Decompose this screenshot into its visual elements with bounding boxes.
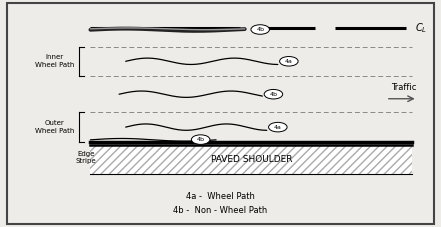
Text: 4b: 4b [197,137,205,142]
Text: Traffic: Traffic [391,83,416,92]
Text: 4b: 4b [269,92,277,97]
Circle shape [280,57,298,66]
Text: Edge
Stripe: Edge Stripe [76,151,96,164]
Circle shape [251,25,269,34]
Circle shape [264,89,283,99]
Text: 4a: 4a [285,59,293,64]
Text: Inner
Wheel Path: Inner Wheel Path [35,54,74,68]
Text: PAVED SHOULDER: PAVED SHOULDER [211,155,292,164]
Text: 4a -  Wheel Path: 4a - Wheel Path [186,192,255,201]
Text: 4b -  Non - Wheel Path: 4b - Non - Wheel Path [173,206,268,215]
Text: Outer
Wheel Path: Outer Wheel Path [35,120,74,134]
Text: 4a: 4a [274,125,282,130]
Circle shape [269,122,287,132]
Bar [90,145,412,174]
Text: 4b: 4b [256,27,264,32]
Circle shape [191,135,210,144]
Text: $\it{C}_L$: $\it{C}_L$ [415,22,428,35]
